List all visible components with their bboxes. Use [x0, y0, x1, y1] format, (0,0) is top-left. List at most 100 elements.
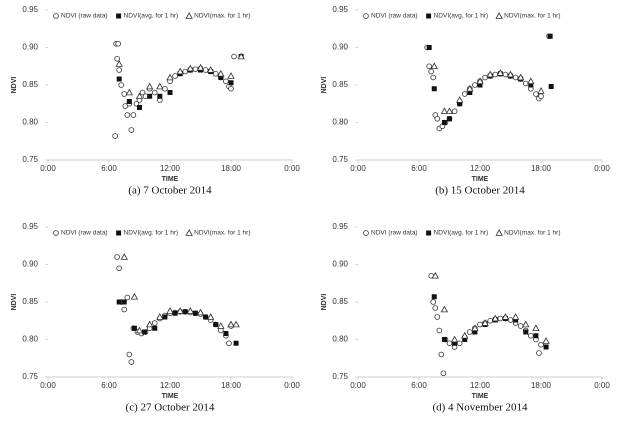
x-tick-label: 12:00	[160, 381, 181, 390]
legend-label: NDVI(max. for 1 hr)	[194, 13, 250, 20]
data-point	[462, 337, 468, 342]
data-point	[472, 329, 478, 335]
data-point	[135, 326, 144, 334]
y-tick-label: 0.75	[332, 155, 348, 164]
data-point	[121, 306, 128, 313]
data-point	[486, 70, 494, 78]
x-tick-label: 18:00	[531, 381, 552, 390]
data-point	[452, 340, 458, 346]
data-point	[166, 307, 174, 314]
data-point	[523, 329, 529, 335]
data-point	[196, 63, 205, 71]
legend-marker	[185, 12, 193, 19]
data-point	[128, 127, 135, 133]
y-tick-label: 0.80	[22, 118, 38, 127]
data-point	[228, 85, 234, 92]
data-point	[542, 337, 550, 344]
x-tick-label: 0:00	[594, 381, 610, 390]
data-point	[227, 320, 235, 328]
data-point	[477, 82, 483, 88]
data-point	[512, 74, 519, 81]
data-point	[128, 359, 135, 365]
x-tick-label: 18:00	[221, 381, 242, 390]
y-tick-label: 0.90	[332, 260, 348, 269]
y-tick-label: 0.85	[332, 297, 348, 306]
data-point	[440, 370, 447, 377]
data-point	[430, 62, 438, 70]
legend-marker	[426, 13, 432, 19]
data-point	[213, 322, 219, 327]
data-point	[151, 89, 158, 96]
data-point	[511, 313, 520, 320]
data-point	[517, 323, 524, 329]
data-point	[476, 77, 484, 85]
data-point	[445, 107, 454, 115]
data-point	[137, 105, 142, 110]
data-point	[228, 80, 234, 86]
data-point	[116, 299, 122, 305]
y-tick-label: 0.75	[22, 155, 38, 164]
data-point	[543, 344, 549, 350]
data-point	[532, 324, 540, 332]
data-point	[223, 331, 229, 336]
data-point	[522, 320, 530, 328]
data-point	[115, 40, 121, 47]
data-point	[131, 325, 137, 331]
data-point	[116, 76, 122, 82]
data-point	[457, 101, 463, 107]
y-tick-label: 0.80	[332, 118, 348, 127]
data-point	[116, 265, 122, 272]
legend-label: NDVI(avg. for 1 hr)	[124, 13, 179, 20]
legend-marker	[53, 13, 59, 19]
data-point	[436, 327, 443, 334]
data-point	[115, 60, 123, 67]
x-tick-label: 0:00	[284, 164, 300, 173]
panel-caption: (c) 27 October 2014	[126, 402, 215, 414]
x-tick-label: 12:00	[160, 164, 181, 173]
legend-marker	[116, 13, 122, 19]
data-point	[502, 71, 509, 78]
x-axis-label: TIME	[162, 393, 179, 400]
y-tick-label: 0.80	[22, 335, 38, 344]
legend-label: NDVI (raw data)	[371, 13, 418, 20]
legend-marker	[363, 13, 369, 19]
data-point	[192, 310, 198, 316]
x-tick-label: 0:00	[350, 164, 366, 173]
data-point	[223, 78, 229, 85]
data-point	[471, 324, 479, 332]
data-point	[492, 71, 499, 78]
data-point	[139, 89, 146, 96]
legend-label: NDVI (raw data)	[61, 13, 108, 20]
data-point	[156, 313, 164, 320]
data-point	[147, 93, 153, 99]
data-point	[536, 350, 542, 356]
legend-marker	[185, 229, 193, 236]
legend-label: NDVI (raw data)	[371, 230, 418, 237]
legend-marker	[426, 230, 432, 236]
legend-label: NDVI(avg. for 1 hr)	[434, 230, 489, 237]
data-point	[196, 308, 205, 316]
data-point	[528, 332, 534, 339]
y-tick-label: 0.95	[332, 222, 348, 231]
data-point	[202, 67, 209, 73]
data-point	[538, 341, 544, 348]
data-point	[431, 86, 437, 92]
legend-marker	[53, 230, 59, 236]
data-point	[466, 84, 474, 92]
y-tick-label: 0.85	[22, 80, 38, 89]
data-point	[218, 75, 224, 80]
data-point	[130, 112, 137, 118]
y-tick-label: 0.85	[22, 297, 38, 306]
data-point	[537, 87, 545, 94]
data-point	[226, 340, 232, 347]
data-point	[431, 271, 439, 279]
data-point	[426, 45, 432, 50]
data-point	[112, 133, 118, 139]
data-point	[124, 112, 131, 118]
y-tick-label: 0.95	[22, 5, 38, 14]
data-point	[432, 305, 439, 311]
data-point	[176, 307, 184, 314]
data-point	[206, 66, 215, 73]
x-tick-label: 6:00	[411, 381, 427, 390]
